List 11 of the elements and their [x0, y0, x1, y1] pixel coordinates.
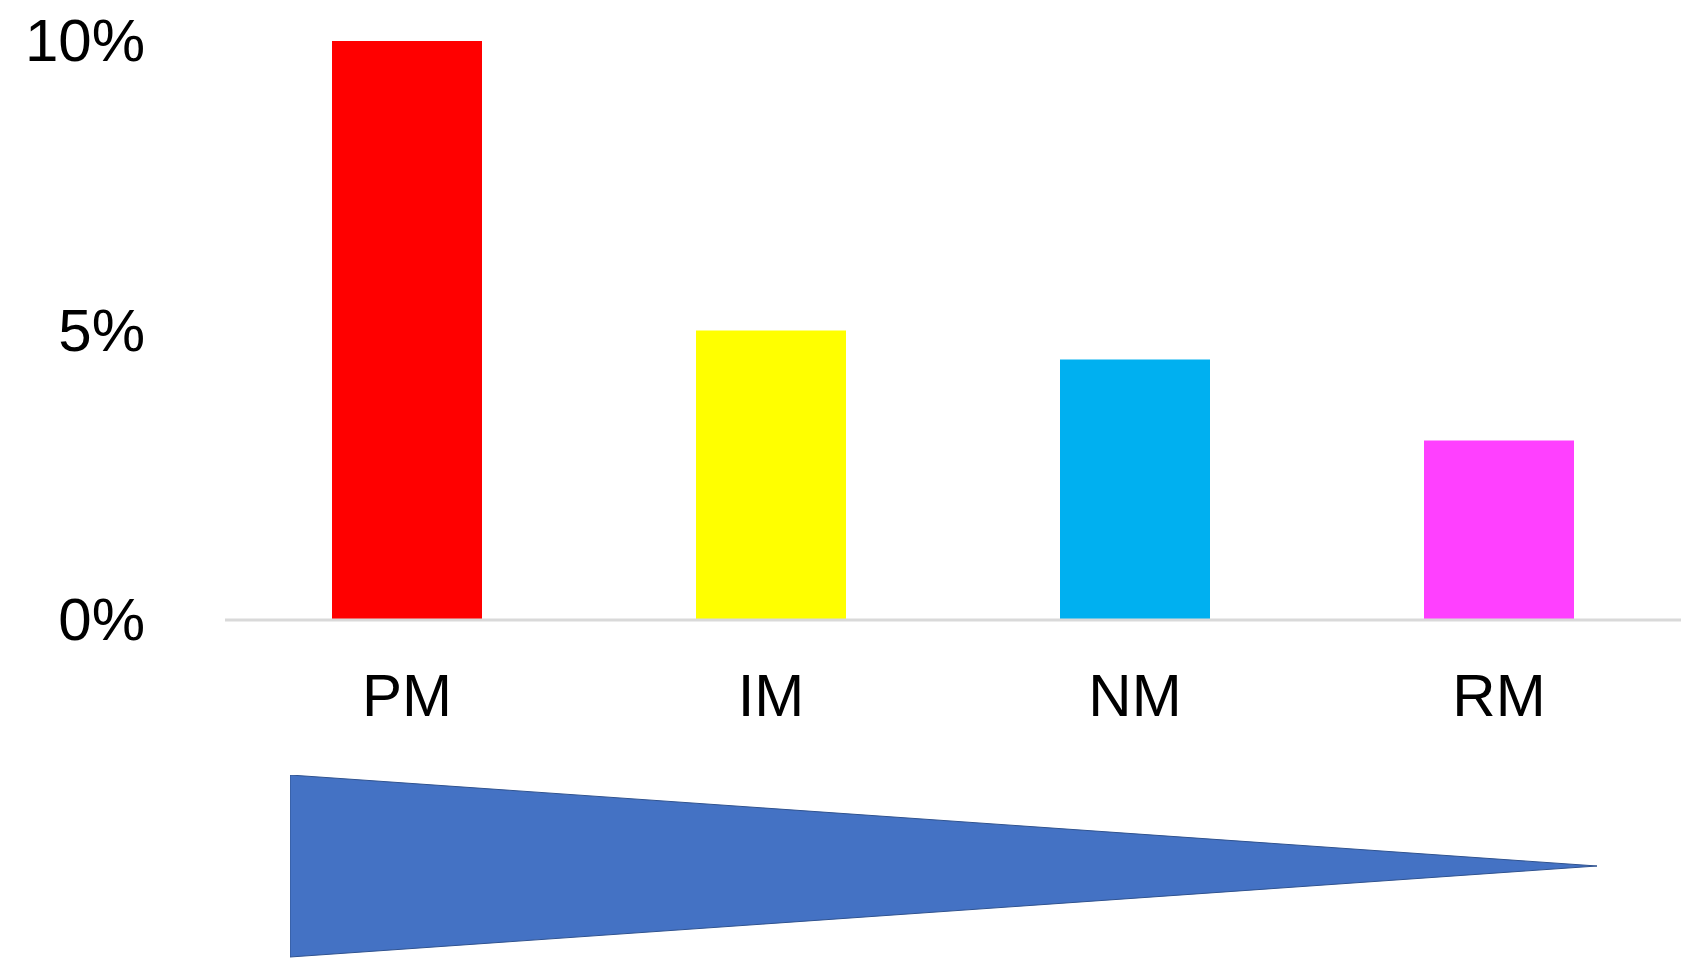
- bar: [1060, 359, 1210, 620]
- x-tick-label: NM: [1088, 662, 1182, 729]
- y-tick-label: 10%: [24, 7, 145, 74]
- y-tick-label: 0%: [58, 586, 145, 653]
- x-tick-label: RM: [1452, 662, 1546, 729]
- bar: [1424, 440, 1574, 620]
- bar: [696, 330, 846, 620]
- x-tick-label: IM: [737, 662, 805, 729]
- x-tick-label: PM: [362, 662, 452, 729]
- bar: [332, 41, 482, 620]
- y-tick-label: 5%: [58, 296, 145, 364]
